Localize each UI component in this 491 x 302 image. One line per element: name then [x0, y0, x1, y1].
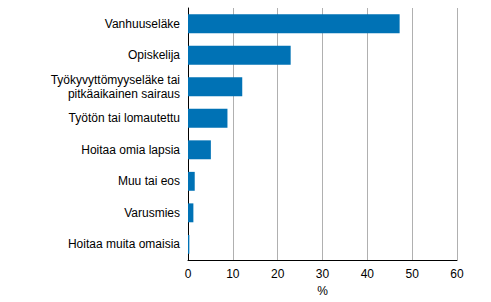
svg-text:50: 50 [405, 267, 419, 281]
svg-text:Muu tai eos: Muu tai eos [118, 174, 180, 188]
svg-text:Hoitaa muita omaisia: Hoitaa muita omaisia [68, 237, 180, 251]
svg-text:%: % [317, 284, 328, 298]
svg-text:30: 30 [316, 267, 330, 281]
svg-text:pitkäaikainen sairaus: pitkäaikainen sairaus [68, 87, 180, 101]
svg-text:Työkyvyttömyyseläke tai: Työkyvyttömyyseläke tai [51, 73, 180, 87]
svg-text:0: 0 [185, 267, 192, 281]
svg-text:Varusmies: Varusmies [124, 206, 180, 220]
svg-text:20: 20 [271, 267, 285, 281]
svg-text:Vanhuuseläke: Vanhuuseläke [105, 17, 180, 31]
svg-text:Opiskelija: Opiskelija [128, 48, 180, 62]
svg-text:40: 40 [361, 267, 375, 281]
svg-text:Hoitaa omia lapsia: Hoitaa omia lapsia [81, 143, 180, 157]
svg-text:60: 60 [450, 267, 464, 281]
svg-text:10: 10 [226, 267, 240, 281]
svg-text:Työtön tai lomautettu: Työtön tai lomautettu [69, 111, 180, 125]
